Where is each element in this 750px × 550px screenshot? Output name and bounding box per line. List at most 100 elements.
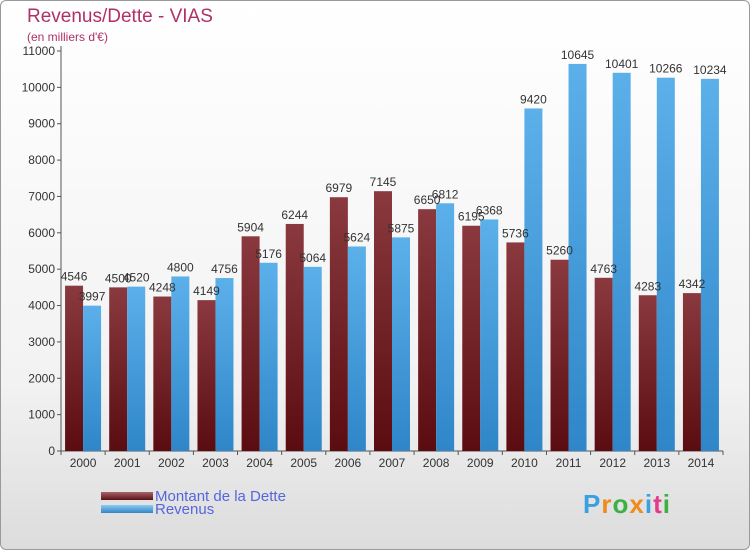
bar-revenue (303, 266, 322, 451)
x-tick-label: 2010 (511, 456, 538, 470)
legend-item-revenue: Revenus (101, 500, 215, 518)
logo-letter: P (583, 489, 602, 519)
x-tick-label: 2003 (202, 456, 229, 470)
y-tick-label: 6000 (28, 226, 55, 240)
data-label-revenue: 3997 (79, 290, 106, 304)
x-tick-label: 2009 (467, 456, 494, 470)
bar-revenue (83, 305, 102, 451)
y-tick-label: 0 (48, 444, 55, 458)
x-tick-label: 2006 (335, 456, 362, 470)
bar-revenue (171, 276, 190, 451)
x-tick-label: 2014 (688, 456, 715, 470)
x-tick-label: 2005 (290, 456, 317, 470)
data-label-debt: 5736 (502, 226, 529, 240)
bar-revenue (700, 78, 719, 451)
chart-subtitle: (en milliers d'€) (27, 30, 108, 44)
bar-revenue (568, 63, 587, 452)
data-label-debt: 4283 (634, 279, 661, 293)
legend-swatch-debt (101, 492, 153, 500)
bar-debt (550, 259, 569, 451)
data-label-revenue: 6368 (476, 203, 503, 217)
data-label-revenue: 9420 (520, 92, 547, 106)
data-label-debt: 5904 (237, 220, 264, 234)
y-tick-label: 8000 (28, 153, 55, 167)
bar-debt (65, 285, 84, 451)
data-label-debt: 5260 (546, 244, 573, 258)
x-tick-label: 2011 (556, 456, 582, 470)
data-label-revenue: 5624 (344, 230, 371, 244)
x-tick-label: 2002 (158, 456, 185, 470)
data-label-revenue: 10645 (561, 48, 595, 62)
y-tick-label: 10000 (22, 80, 56, 94)
bar-debt (285, 223, 304, 451)
data-label-revenue: 5176 (255, 247, 282, 261)
y-tick-label: 5000 (28, 262, 55, 276)
data-label-revenue: 10266 (649, 62, 683, 76)
data-label-revenue: 4520 (123, 271, 150, 285)
bar-debt (329, 197, 348, 451)
data-label-debt: 6650 (414, 193, 441, 207)
data-label-debt: 6195 (458, 210, 485, 224)
bar-revenue (347, 246, 366, 451)
chart-title: Revenus/Dette - VIAS (27, 6, 213, 27)
bar-debt (241, 236, 260, 451)
logo-letter: i (644, 489, 654, 519)
bar-debt (109, 287, 128, 451)
y-tick-label: 9000 (28, 117, 55, 131)
logo-letter: i (662, 489, 671, 519)
data-label-debt: 4342 (679, 277, 706, 291)
y-tick-label: 7000 (28, 189, 55, 203)
data-label-revenue: 5064 (299, 251, 326, 265)
data-label-debt: 7145 (370, 175, 397, 189)
proxiti-logo: Proxiti (583, 489, 671, 520)
bar-debt (374, 191, 392, 451)
y-tick-label: 2000 (28, 371, 55, 385)
bar-debt (197, 300, 216, 451)
data-label-debt: 4763 (590, 262, 617, 276)
bar-revenue (127, 286, 146, 451)
data-label-debt: 4500 (105, 271, 132, 285)
bar-revenue (612, 72, 631, 452)
data-label-revenue: 4756 (211, 262, 238, 276)
bar-revenue (656, 77, 675, 451)
bar-debt (682, 293, 701, 451)
legend-item-debt: Montant de la Dette (101, 487, 286, 505)
x-tick-label: 2000 (70, 456, 97, 470)
data-label-revenue: 4800 (167, 260, 194, 274)
data-label-debt: 4149 (193, 284, 220, 298)
data-label-debt: 4248 (149, 281, 176, 295)
legend-swatch-revenue (101, 505, 153, 513)
logo-letter: x (629, 489, 645, 519)
data-label-revenue: 10401 (605, 57, 639, 71)
x-tick-label: 2008 (423, 456, 450, 470)
legend-label-debt: Montant de la Dette (155, 487, 286, 505)
bar-debt (462, 225, 481, 451)
bar-debt (418, 209, 437, 451)
bar-debt (153, 296, 172, 451)
y-tick-label: 11000 (23, 44, 56, 58)
bar-revenue (215, 278, 234, 451)
y-tick-label: 4000 (28, 299, 55, 313)
x-tick-label: 2012 (599, 456, 626, 470)
data-label-revenue: 10234 (693, 63, 727, 77)
logo-letter: o (612, 489, 630, 519)
x-tick-label: 2004 (246, 456, 273, 470)
bar-revenue (436, 203, 455, 451)
logo-letter: r (601, 489, 613, 519)
y-tick-label: 3000 (28, 335, 55, 349)
bar-revenue (480, 219, 499, 451)
x-tick-label: 2013 (643, 456, 670, 470)
legend-label-revenue: Revenus (155, 500, 215, 518)
data-label-debt: 6244 (281, 208, 308, 222)
bar-revenue (524, 108, 543, 452)
bar-revenue (259, 262, 278, 451)
y-tick-label: 1000 (28, 408, 55, 422)
x-tick-label: 2001 (114, 456, 141, 470)
data-label-debt: 6979 (326, 181, 353, 195)
data-label-revenue: 6812 (432, 187, 459, 201)
bar-debt (594, 277, 613, 451)
bar-debt (638, 295, 657, 451)
bar-debt (506, 242, 525, 451)
